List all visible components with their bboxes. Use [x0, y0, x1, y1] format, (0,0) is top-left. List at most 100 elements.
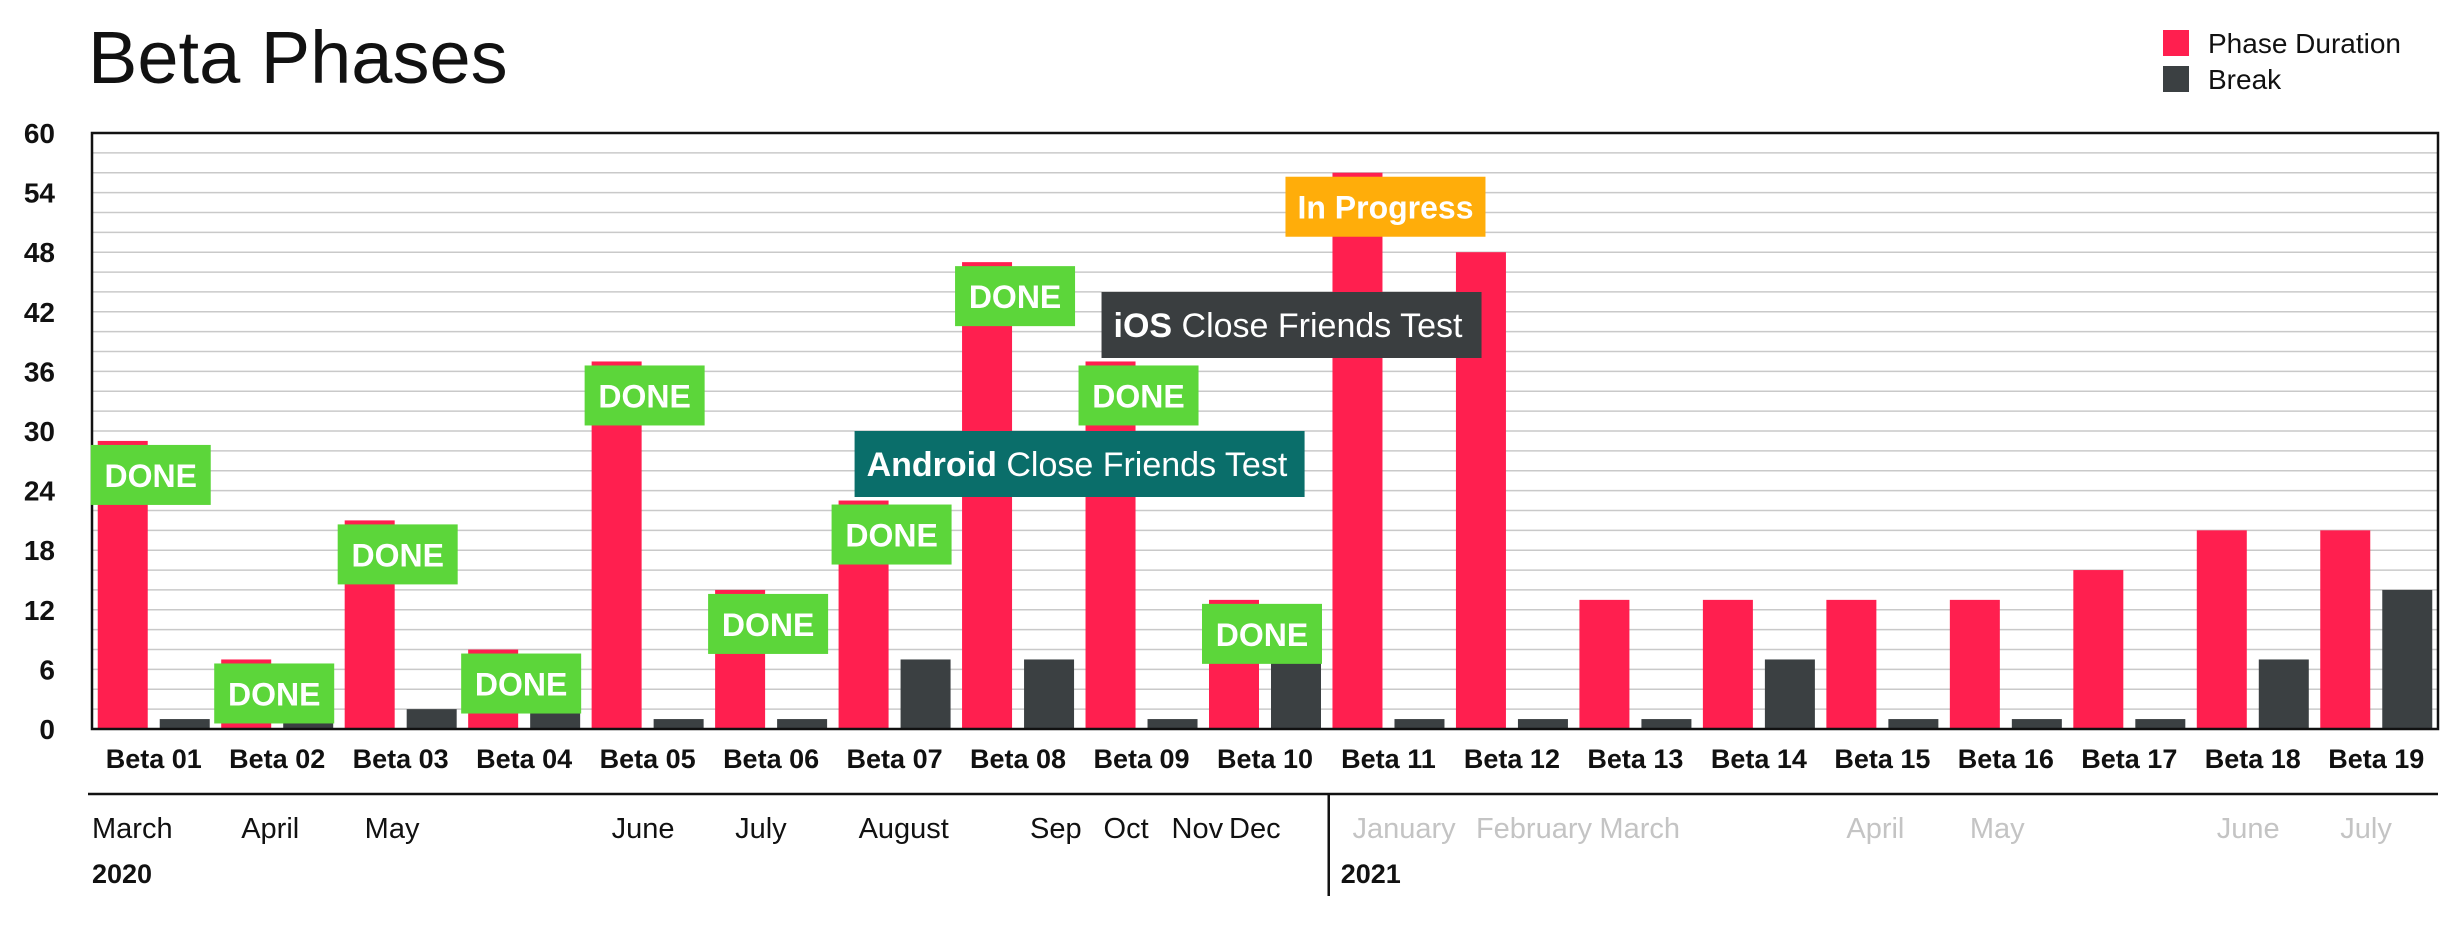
bar-break [777, 719, 828, 729]
badge-background [214, 663, 335, 724]
bar-break [2135, 719, 2186, 729]
bar-phase-duration [2320, 530, 2371, 729]
year-label: 2020 [92, 859, 152, 889]
month-label: Dec [1229, 813, 1281, 845]
badge-background [1285, 176, 1486, 237]
bar-break [1147, 719, 1198, 729]
bar-break [159, 719, 210, 729]
legend: Phase Duration Break [2163, 28, 2401, 95]
category-label: Beta 07 [847, 744, 943, 774]
month-label: June [612, 813, 675, 845]
bar-break [2382, 589, 2433, 729]
month-label: August [859, 813, 949, 845]
category-label: Beta 12 [1464, 744, 1560, 774]
bar-phase-duration [2073, 570, 2124, 729]
bar-break [1764, 659, 1815, 729]
badge-background [337, 524, 458, 585]
badge-label: DONE [845, 518, 937, 554]
ios-test-annotation: iOS Close Friends Test [1101, 292, 1482, 358]
category-label: Beta 06 [723, 744, 819, 774]
bar-phase-duration [1826, 599, 1877, 729]
month-label: Oct [1104, 813, 1149, 845]
y-tick-label: 24 [24, 476, 56, 507]
bars [97, 172, 2433, 729]
android-test-annotation: Android Close Friends Test [854, 431, 1305, 497]
done-badge: DONE [214, 663, 335, 724]
y-tick-label: 30 [24, 416, 55, 447]
done-badge: DONE [584, 365, 705, 426]
annotation-text-part: Close Friends Test [1172, 307, 1463, 345]
badge-background [955, 266, 1076, 327]
badge-background [831, 504, 952, 565]
bar-phase-duration [1949, 599, 2000, 729]
badge-background [584, 365, 705, 426]
bar-break [1641, 719, 1692, 729]
category-label: Beta 14 [1711, 744, 1807, 774]
bar-break [1517, 719, 1568, 729]
category-label: Beta 17 [2081, 744, 2177, 774]
badge-label: DONE [1092, 378, 1184, 414]
y-tick-label: 0 [39, 714, 55, 745]
bar-phase-duration [1702, 599, 1753, 729]
category-label: Beta 01 [106, 744, 202, 774]
y-tick-label: 54 [24, 178, 56, 209]
category-label: Beta 03 [353, 744, 449, 774]
category-label: Beta 09 [1093, 744, 1189, 774]
y-tick-label: 6 [39, 654, 55, 685]
bar-break [2258, 659, 2309, 729]
bar-break [1394, 719, 1445, 729]
done-badge: DONE [831, 504, 952, 565]
month-label: Nov [1172, 813, 1224, 845]
badge-background [1202, 603, 1322, 664]
annotation-bold-part: Android [867, 446, 997, 484]
done-badge: DONE [955, 266, 1076, 327]
month-label: March [92, 813, 173, 845]
category-label: Beta 19 [2328, 744, 2424, 774]
bar-break [1024, 659, 1075, 729]
badge-label: DONE [722, 607, 814, 643]
annotation-text-part: Close Friends Test [997, 446, 1288, 484]
month-label: Sep [1030, 813, 1082, 845]
year-label: 2021 [1341, 859, 1401, 889]
badge-background [1078, 365, 1199, 426]
bar-phase-duration [1332, 172, 1383, 729]
category-label: Beta 16 [1958, 744, 2054, 774]
done-badge: DONE [337, 524, 458, 585]
badge-label: In Progress [1297, 190, 1473, 226]
annotation-bold-part: iOS [1114, 307, 1173, 345]
category-label: Beta 15 [1834, 744, 1930, 774]
badge-label: DONE [351, 537, 443, 573]
y-tick-label: 12 [24, 595, 55, 626]
bar-break [406, 709, 457, 729]
bar-break [1888, 719, 1939, 729]
annotation-label: iOS Close Friends Test [1114, 307, 1464, 345]
category-label: Beta 11 [1341, 744, 1436, 774]
plot-border [90, 131, 2440, 731]
y-tick-label: 36 [24, 356, 55, 387]
badge-label: DONE [475, 667, 567, 703]
month-label: May [1970, 813, 2025, 845]
badge-background [90, 444, 211, 505]
month-label: May [365, 813, 420, 845]
category-label: Beta 05 [600, 744, 696, 774]
badge-background [708, 593, 829, 654]
bar-break [653, 719, 704, 729]
bar-break [2011, 719, 2062, 729]
month-label: June [2217, 813, 2280, 845]
annotation-label: Android Close Friends Test [867, 446, 1288, 484]
category-label: Beta 02 [229, 744, 325, 774]
in-progress-badge: In Progress [1285, 176, 1486, 237]
done-badge: DONE [461, 653, 582, 714]
done-badge: DONE [1078, 365, 1199, 426]
y-axis: 0 6 12 18 24 30 36 42 48 54 60 [24, 118, 56, 745]
done-badge: DONE [90, 444, 211, 505]
chart-title: Beta Phases [88, 16, 508, 99]
badge-background [461, 653, 582, 714]
x-axis: Beta 01 Beta 02 Beta 03 Beta 04 Beta 05 Beta … [106, 744, 2425, 774]
legend-label: Phase Duration [2208, 28, 2401, 59]
badge-label: DONE [228, 676, 320, 712]
y-tick-label: 42 [24, 297, 55, 328]
legend-swatch [2163, 30, 2189, 56]
